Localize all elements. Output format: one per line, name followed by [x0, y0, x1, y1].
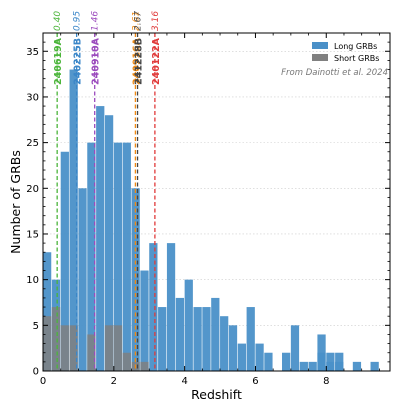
- x-tick-label: 0: [40, 376, 46, 387]
- bar: [220, 316, 229, 371]
- grb-name-label: 240225B: [73, 38, 84, 85]
- x-tick-label: 4: [181, 376, 187, 387]
- bar: [158, 307, 167, 371]
- bar: [237, 343, 246, 371]
- grb-name-label: 240122A: [151, 37, 162, 85]
- legend-label-long: Long GRBs: [334, 42, 377, 51]
- bar: [51, 307, 61, 371]
- bar: [299, 361, 308, 371]
- plot-frame: [42, 32, 391, 372]
- bar: [87, 142, 96, 371]
- bar: [370, 361, 379, 371]
- bar: [69, 325, 78, 371]
- bar: [69, 69, 78, 372]
- bar: [228, 325, 238, 371]
- grb-name-label: 240619A: [53, 37, 64, 85]
- bar: [290, 325, 300, 371]
- long-grb-bars: [43, 69, 379, 372]
- bar: [255, 343, 264, 371]
- grb-redshift-label: 2.67: [134, 11, 144, 31]
- bar: [246, 307, 255, 371]
- legend: Long GRBs Short GRBs: [312, 42, 379, 63]
- bar: [140, 361, 149, 371]
- bar: [96, 106, 105, 371]
- y-tick-label: 15: [26, 229, 39, 240]
- y-axis-label: Number of GRBs: [8, 150, 23, 254]
- y-tick-label: 30: [26, 92, 39, 103]
- y-tick-label: 20: [26, 184, 39, 195]
- bar: [193, 307, 202, 371]
- bar: [264, 352, 273, 371]
- x-tick-label: 6: [252, 376, 258, 387]
- grb-redshift-lines: 0.40 240619A 0.95 240225B 1.46 240910A 2.61 240…: [53, 11, 162, 371]
- x-tick-label: 2: [111, 376, 117, 387]
- bar: [166, 243, 176, 371]
- bar: [140, 270, 149, 371]
- bar: [317, 352, 326, 371]
- bar: [60, 325, 69, 371]
- source-annotation: From Dainotti et al. 2024: [281, 68, 388, 78]
- legend-label-short: Short GRBs: [334, 54, 379, 63]
- grb-redshift-label: 0.95: [73, 11, 83, 31]
- bar: [326, 361, 335, 371]
- bar: [202, 307, 211, 371]
- grb-name-label: 241228B: [134, 38, 145, 85]
- grb-redshift-label: 1.46: [91, 11, 101, 31]
- legend-swatch-short: [312, 54, 328, 61]
- bar: [43, 252, 52, 371]
- y-tick-label: 5: [33, 321, 39, 332]
- axis-ticks: 0 2 4 6 8 0 5 10 15 20 25 30 35: [26, 33, 390, 387]
- bar: [282, 352, 291, 371]
- bar: [131, 188, 140, 371]
- bar: [78, 188, 87, 371]
- bar: [335, 361, 344, 371]
- bar: [352, 361, 362, 371]
- bar: [43, 316, 52, 371]
- x-axis-label: Redshift: [191, 387, 242, 402]
- x-tick-label: 8: [323, 376, 329, 387]
- bar: [211, 297, 220, 371]
- grb-name-label: 240910A: [91, 37, 102, 85]
- bar: [104, 325, 114, 371]
- y-tick-label: 0: [33, 367, 39, 378]
- bar: [184, 279, 193, 371]
- bar: [104, 115, 114, 371]
- bar: [87, 334, 96, 371]
- grb-redshift-label: 0.40: [53, 11, 63, 31]
- bar: [113, 142, 123, 371]
- y-tick-label: 25: [26, 138, 39, 149]
- bar: [60, 151, 69, 371]
- legend-swatch-long: [312, 42, 328, 49]
- bar: [113, 325, 123, 371]
- bar: [122, 142, 131, 371]
- bar: [149, 243, 158, 371]
- y-tick-label: 10: [26, 275, 39, 286]
- y-tick-label: 35: [26, 47, 39, 58]
- bar: [122, 352, 131, 371]
- grb-redshift-label: 2.61: [131, 11, 141, 31]
- bar: [175, 297, 185, 371]
- grb-redshift-label: 3.16: [151, 11, 161, 31]
- bar: [308, 361, 317, 371]
